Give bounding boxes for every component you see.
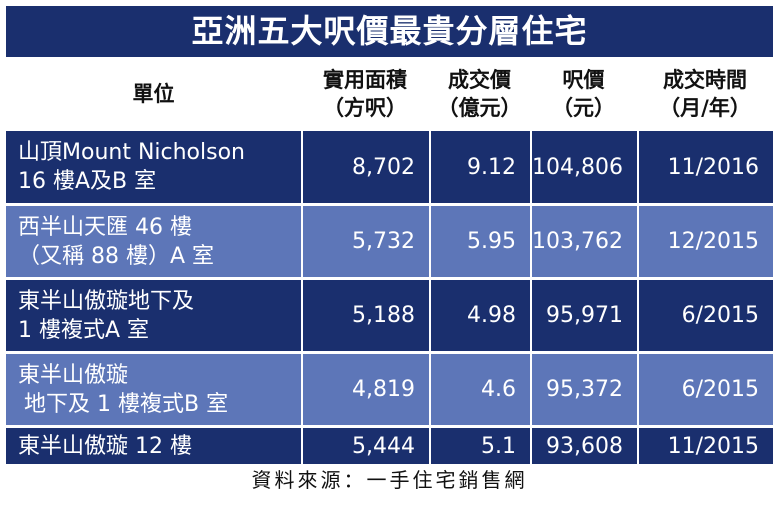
unit-name-line: 東半山傲璇 12 樓 [18,433,192,459]
unit-name-line: 東半山傲璇 [18,362,129,388]
column-header-line: （方呎） [323,96,407,120]
column-header-line: （月/年） [659,96,751,120]
column-header-line: 成交時間 [663,68,747,92]
table-row-2-area: 5,188 [301,280,429,351]
column-header-area: 實用面積 （方呎） [301,57,429,131]
table-row-4-price: 5.1 [429,428,530,464]
table-row-1-psf: 103,762 [530,206,637,277]
table-row-4-area: 5,444 [301,428,429,464]
table-row-3-area: 4,819 [301,354,429,425]
table-row-4-unit: 東半山傲璇 12 樓 [6,428,301,464]
table-row-0-psf: 104,806 [530,131,637,203]
column-header-line: （億元） [437,96,522,120]
table-row-2-price: 4.98 [429,280,530,351]
unit-name-line: 16 樓A及B 室 [18,169,157,194]
table-row-1-price: 5.95 [429,206,530,277]
table-row-0-unit: 山頂Mount Nicholson 16 樓A及B 室 [6,131,301,203]
column-header-line: 呎價 [562,68,605,92]
column-header-line: 實用面積 [323,68,407,92]
table-row-1-area: 5,732 [301,206,429,277]
source-note: 資料來源：一手住宅銷售網 [251,468,528,492]
table-row-0-date: 11/2016 [637,131,773,203]
column-header-psf: 呎價 （元） [530,57,637,131]
table-row-3-date: 6/2015 [637,354,773,425]
table-row-4-date: 11/2015 [637,428,773,464]
column-header-line: （元） [552,96,615,120]
column-header-date: 成交時間 （月/年） [637,57,773,131]
table-row-1-date: 12/2015 [637,206,773,277]
table-row-2-unit: 東半山傲璇地下及 1 樓複式A 室 [6,280,301,351]
column-header-line: 成交價 [448,68,511,92]
unit-name-line: 山頂Mount Nicholson [18,140,245,165]
column-header-price: 成交價 （億元） [429,57,530,131]
unit-name-line: 東半山傲璇地下及 [18,288,195,314]
price-table-figure: 亞洲五大呎價最貴分層住宅 單位 實用面積 （方呎） 成交價 （億元） 呎價 （元… [6,6,773,464]
table-row-2-date: 6/2015 [637,280,773,351]
table-row-3-unit: 東半山傲璇 地下及 1 樓複式B 室 [6,354,301,425]
table-row-1-unit: 西半山天匯 46 樓 （又稱 88 樓）A 室 [6,206,301,277]
table-row-3-psf: 95,372 [530,354,637,425]
table-row-4-psf: 93,608 [530,428,637,464]
row-divider [6,351,773,354]
table-row-3-price: 4.6 [429,354,530,425]
data-table: 單位 實用面積 （方呎） 成交價 （億元） 呎價 （元） 成交時間 （月/年） … [6,57,773,464]
row-divider [6,425,773,428]
table-row-2-psf: 95,971 [530,280,637,351]
table-row-0-price: 9.12 [429,131,530,203]
row-divider [6,203,773,206]
unit-name-line: 1 樓複式A 室 [18,317,150,343]
unit-name-line: 地下及 1 樓複式B 室 [24,391,229,417]
table-row-0-area: 8,702 [301,131,429,203]
column-header-line: 單位 [132,82,175,106]
unit-name-line: 西半山天匯 46 樓 [18,214,192,240]
table-title: 亞洲五大呎價最貴分層住宅 [6,6,773,57]
row-divider [6,277,773,280]
unit-name-line: （又稱 88 樓）A 室 [18,243,215,269]
column-header-unit: 單位 [6,57,301,131]
